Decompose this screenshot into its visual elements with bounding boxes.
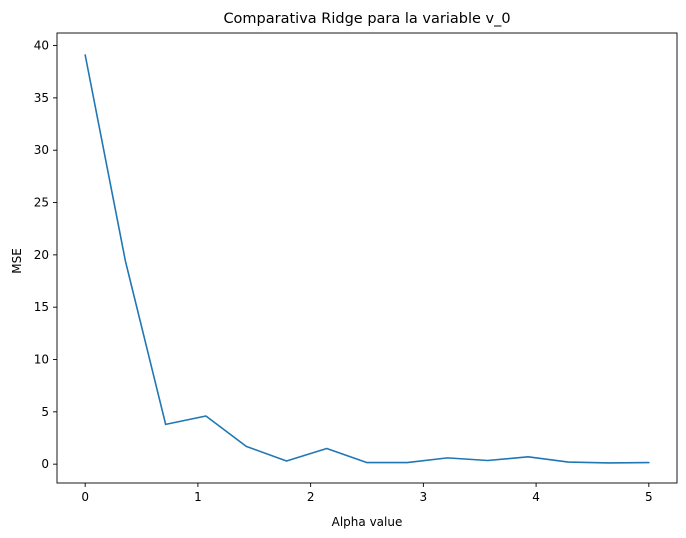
chart-title: Comparativa Ridge para la variable v_0 xyxy=(223,11,510,27)
y-axis-label: MSE xyxy=(10,248,24,274)
y-tick-label: 30 xyxy=(34,143,49,157)
x-tick-label: 3 xyxy=(420,490,428,504)
plot-area: 0 1 2 3 4 5 0 5 10 15 20 25 30 35 40 xyxy=(34,32,678,504)
y-tick-label: 40 xyxy=(34,39,49,53)
y-tick-label: 15 xyxy=(34,300,49,314)
x-tick-label: 2 xyxy=(307,490,315,504)
y-tick-label: 5 xyxy=(41,405,49,419)
x-tick-label: 1 xyxy=(194,490,202,504)
x-tick-label: 0 xyxy=(81,490,89,504)
x-axis-label: Alpha value xyxy=(332,515,403,529)
series-line-0 xyxy=(84,54,650,464)
y-tick-label: 0 xyxy=(41,457,49,471)
plot-frame xyxy=(56,32,678,484)
y-tick-label: 20 xyxy=(34,248,49,262)
y-tick-label: 35 xyxy=(34,91,49,105)
y-tick-label: 25 xyxy=(34,196,49,210)
y-tick-label: 10 xyxy=(34,353,49,367)
x-tick-label: 4 xyxy=(532,490,540,504)
x-tick-label: 5 xyxy=(645,490,653,504)
